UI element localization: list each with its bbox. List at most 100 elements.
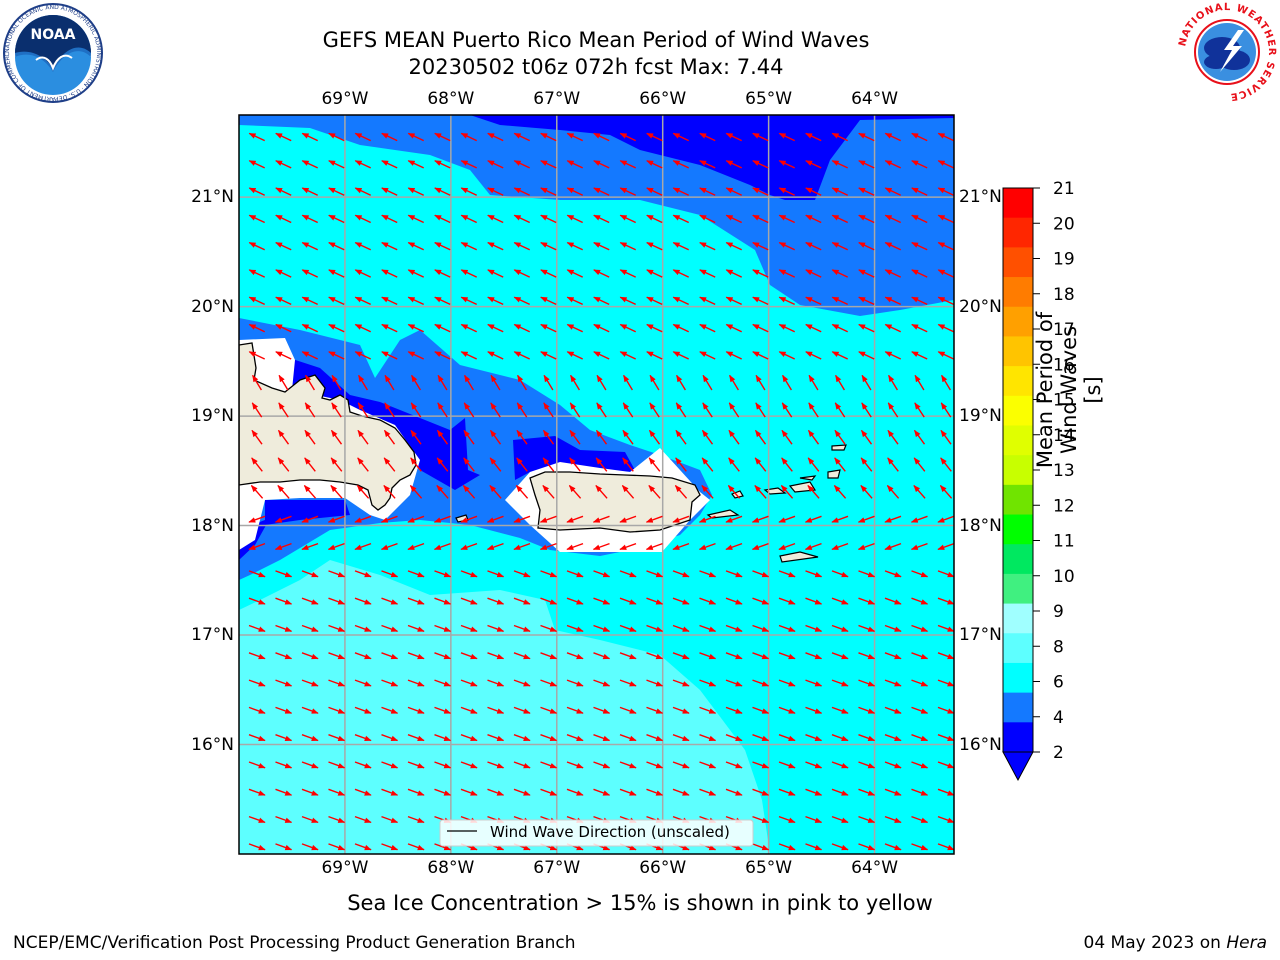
wave-vector [646,323,663,333]
wave-vector [354,323,371,333]
wave-vector [540,323,557,333]
wave-vector [248,323,265,333]
lon-tick-bottom: 67°W [533,858,581,878]
wave-vector [381,815,399,824]
wave-vector [434,652,452,660]
wave-vector [672,706,690,714]
colorbar-segment [1003,277,1033,308]
wind-wave-direction-vectors [248,132,954,851]
lat-tick-left: 19°N [191,406,234,427]
wave-vector [354,160,371,169]
wave-vector [778,761,796,769]
map-grid [239,115,954,854]
wave-vector [858,597,876,605]
wave-vector [858,160,875,169]
wave-vector [805,843,823,851]
wave-vector [778,187,795,196]
wave-vector [513,706,531,714]
wave-vector [357,402,369,418]
wave-vector [858,843,876,851]
wave-vector [778,515,796,523]
wave-vector [410,457,422,472]
wave-vector [884,542,902,551]
wave-vector [328,706,346,714]
wave-vector [434,570,452,578]
wave-vector [831,351,848,360]
wave-vector [778,323,795,333]
wave-vector [569,402,581,418]
colorbar-segment [1003,395,1033,426]
wave-vector [672,734,690,742]
wave-vector [910,515,928,523]
wave-vector [593,351,610,360]
wave-vector [251,429,263,445]
wave-vector [725,788,743,796]
wave-vector [566,160,583,169]
wave-vector [646,761,664,769]
colorbar-tick-label: 16 [1053,355,1075,375]
colorbar-segment [1003,336,1033,367]
wave-vector [860,484,873,499]
wave-vector [672,515,690,523]
wave-vector [275,269,292,278]
wave-vector [619,570,637,578]
map-title: GEFS MEAN Puerto Rico Mean Period of Win… [322,28,870,52]
wave-vector [911,241,928,251]
wave-vector [407,241,424,251]
wave-vector [937,843,954,851]
wave-vector [301,542,319,551]
wave-vector [702,374,713,391]
wave-vector [275,323,292,333]
wave-vector [354,241,371,251]
wave-vector [540,241,557,251]
wave-vector [330,457,343,472]
wave-vector [778,214,795,224]
wave-vector [410,429,422,445]
wave-vector [328,652,346,660]
wave-vector [248,652,266,660]
wave-vector [569,429,581,445]
colorbar-tick-label: 13 [1053,461,1075,481]
wave-vector [725,515,743,523]
wave-vector [752,570,770,578]
wave-vector [354,351,371,360]
wave-vector [434,241,451,251]
wave-vector [593,679,611,687]
wave-vector [328,351,345,360]
wave-vector [884,815,902,824]
wave-vector [781,402,793,418]
wave-vector [354,515,372,523]
wave-vector [593,624,611,632]
wave-vector [407,542,425,551]
wave-vector [805,269,822,278]
wave-vector [831,241,848,251]
wave-vector [805,734,823,742]
wave-vector [913,484,926,499]
wave-vector [460,761,478,769]
wave-vector [752,160,769,169]
wave-vector [884,597,902,605]
wave-vector [619,624,637,632]
wave-vector [622,402,634,418]
wave-vector [489,484,502,499]
wave-vector [460,269,477,278]
wave-vector [778,241,795,251]
wave-vector [672,542,690,551]
svg-text:NOAA: NOAA [31,27,76,43]
wave-vector [381,132,398,142]
wave-vector [380,542,398,551]
wave-vector [487,570,505,578]
wave-vector [884,214,901,224]
wave-vector [304,429,316,445]
footer-date: 04 May 2023 on Hera [1084,933,1268,953]
wave-vector [407,187,424,196]
wave-vector [884,843,902,851]
wave-vector [460,241,477,251]
wave-vector [301,734,319,742]
wave-vector [648,484,661,499]
wave-vector [593,187,610,196]
wave-vector [277,429,290,445]
wave-vector [305,374,315,391]
wave-vector [513,351,530,360]
